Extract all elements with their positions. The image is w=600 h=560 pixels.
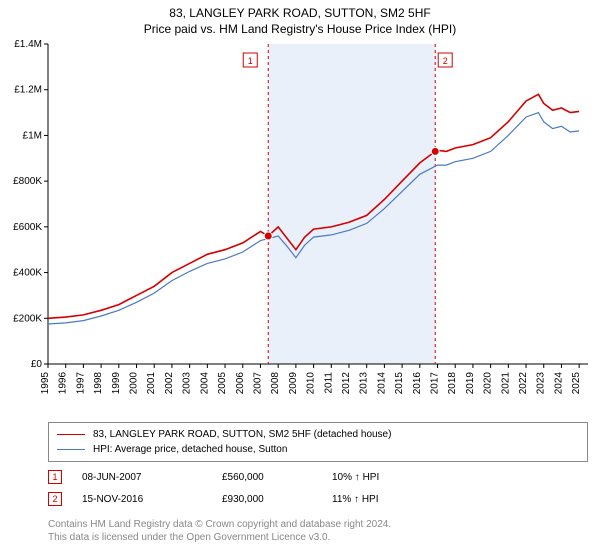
legend-label-hpi: HPI: Average price, detached house, Sutt…	[93, 442, 287, 457]
sale-marker-table: 1 08-JUN-2007 £560,000 10% ↑ HPI 2 15-NO…	[48, 466, 588, 510]
legend-swatch-hpi	[57, 449, 85, 450]
svg-text:2016: 2016	[412, 372, 423, 395]
svg-text:1999: 1999	[111, 372, 122, 395]
sale-marker-badge-1: 1	[48, 470, 62, 484]
svg-text:2025: 2025	[571, 372, 582, 395]
sale-pct-1: 10% ↑ HPI	[332, 472, 379, 483]
sale-marker-row-1: 1 08-JUN-2007 £560,000 10% ↑ HPI	[48, 466, 588, 488]
svg-text:2010: 2010	[306, 372, 317, 395]
svg-text:1: 1	[248, 56, 253, 66]
svg-text:1997: 1997	[75, 372, 86, 395]
svg-text:£1M: £1M	[23, 130, 42, 141]
legend-row-hpi: HPI: Average price, detached house, Sutt…	[57, 442, 579, 457]
svg-text:2023: 2023	[536, 372, 547, 395]
svg-text:2013: 2013	[359, 372, 370, 395]
svg-text:2019: 2019	[465, 372, 476, 395]
svg-text:2006: 2006	[235, 372, 246, 395]
svg-text:2005: 2005	[217, 372, 228, 395]
svg-text:2007: 2007	[252, 372, 263, 395]
svg-text:£1.4M: £1.4M	[14, 39, 42, 50]
chart-plot-area: £0£200K£400K£600K£800K£1M£1.2M£1.4M19951…	[48, 44, 588, 384]
svg-text:£1.2M: £1.2M	[14, 85, 42, 96]
svg-text:2014: 2014	[376, 372, 387, 395]
svg-text:2003: 2003	[182, 372, 193, 395]
title-sub: Price paid vs. HM Land Registry's House …	[0, 22, 600, 36]
svg-text:1998: 1998	[93, 372, 104, 395]
svg-text:2008: 2008	[270, 372, 281, 395]
svg-text:2022: 2022	[518, 372, 529, 395]
svg-text:2: 2	[443, 56, 448, 66]
sale-price-1: £560,000	[222, 472, 332, 483]
sale-date-2: 15-NOV-2016	[82, 494, 222, 505]
legend-swatch-price-paid	[57, 434, 85, 436]
sale-date-1: 08-JUN-2007	[82, 472, 222, 483]
sale-price-2: £930,000	[222, 494, 332, 505]
svg-text:2024: 2024	[553, 372, 564, 395]
title-main: 83, LANGLEY PARK ROAD, SUTTON, SM2 5HF	[0, 6, 600, 20]
svg-text:£0: £0	[31, 359, 43, 370]
svg-text:2015: 2015	[394, 372, 405, 395]
svg-text:2001: 2001	[146, 372, 157, 395]
chart-container: 83, LANGLEY PARK ROAD, SUTTON, SM2 5HF P…	[0, 0, 600, 560]
svg-text:1996: 1996	[58, 372, 69, 395]
sale-marker-row-2: 2 15-NOV-2016 £930,000 11% ↑ HPI	[48, 488, 588, 510]
svg-text:2000: 2000	[129, 372, 140, 395]
svg-text:2002: 2002	[164, 372, 175, 395]
svg-text:2020: 2020	[483, 372, 494, 395]
svg-text:2009: 2009	[288, 372, 299, 395]
legend-box: 83, LANGLEY PARK ROAD, SUTTON, SM2 5HF (…	[48, 422, 588, 462]
svg-text:2018: 2018	[447, 372, 458, 395]
svg-text:2021: 2021	[500, 372, 511, 395]
title-block: 83, LANGLEY PARK ROAD, SUTTON, SM2 5HF P…	[0, 0, 600, 36]
footer-attribution: Contains HM Land Registry data © Crown c…	[48, 518, 588, 544]
footer-line-2: This data is licensed under the Open Gov…	[48, 531, 588, 544]
svg-text:2017: 2017	[430, 372, 441, 395]
legend-row-price-paid: 83, LANGLEY PARK ROAD, SUTTON, SM2 5HF (…	[57, 427, 579, 442]
svg-text:£400K: £400K	[13, 268, 42, 279]
svg-text:£800K: £800K	[13, 176, 42, 187]
footer-line-1: Contains HM Land Registry data © Crown c…	[48, 518, 588, 531]
chart-svg: £0£200K£400K£600K£800K£1M£1.2M£1.4M19951…	[48, 44, 588, 384]
legend-label-price-paid: 83, LANGLEY PARK ROAD, SUTTON, SM2 5HF (…	[93, 427, 391, 442]
svg-text:1995: 1995	[40, 372, 51, 395]
svg-text:£200K: £200K	[13, 313, 42, 324]
svg-text:2004: 2004	[199, 372, 210, 395]
svg-text:2012: 2012	[341, 372, 352, 395]
sale-pct-2: 11% ↑ HPI	[332, 494, 379, 505]
svg-text:2011: 2011	[323, 372, 334, 394]
svg-text:£600K: £600K	[13, 222, 42, 233]
sale-marker-badge-2: 2	[48, 492, 62, 506]
